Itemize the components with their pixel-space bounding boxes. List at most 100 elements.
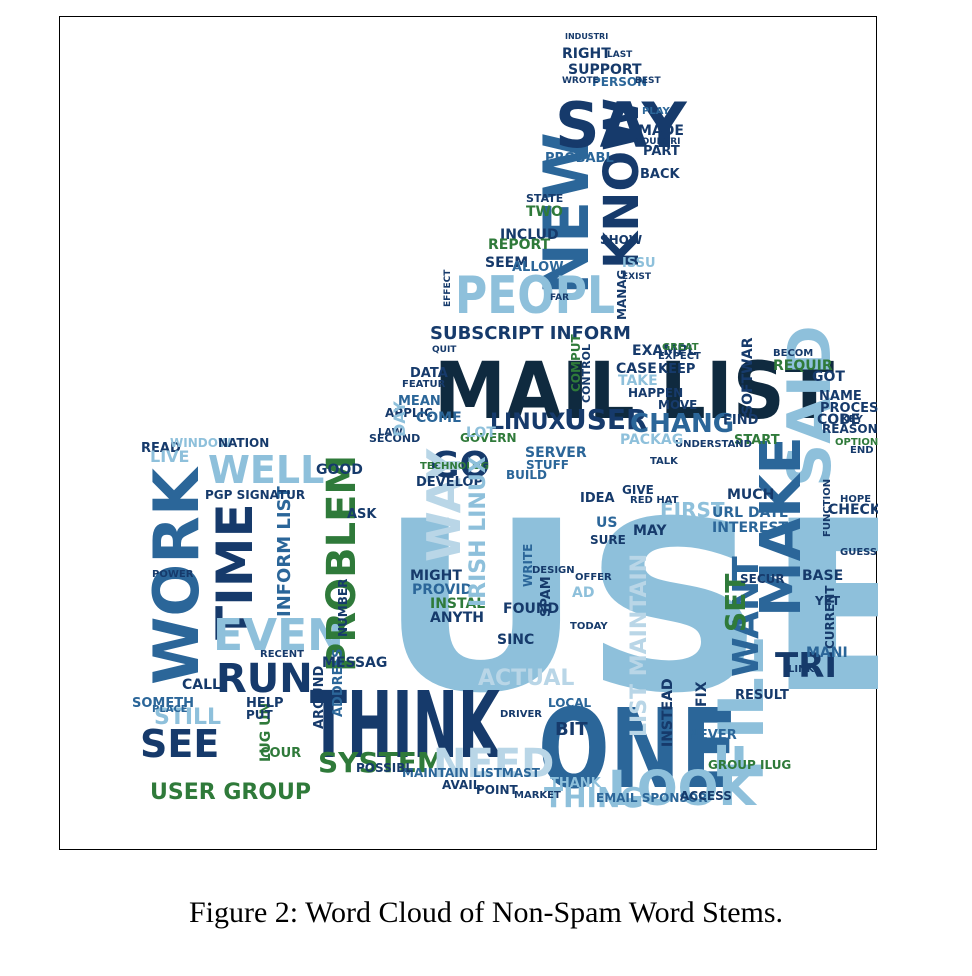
word-fix: FIX <box>694 681 710 707</box>
word-instal: INSTAL <box>430 596 485 612</box>
word-new: NEW <box>530 132 603 295</box>
word-live: LIVE <box>150 447 189 466</box>
word-show: SHOW <box>600 233 642 247</box>
word-control: CONTROL <box>580 344 593 403</box>
word-driver: DRIVER <box>500 709 542 720</box>
word-much: MUCH <box>727 487 774 503</box>
word-window: WINDOW <box>170 436 231 450</box>
word-made: MADE <box>638 123 684 139</box>
word-start: START <box>734 433 780 448</box>
word-look: LOOK <box>608 761 757 817</box>
word-technolog: TECHNOLOG <box>420 461 489 472</box>
word-part: PART <box>643 144 680 159</box>
word-state: STATE <box>526 192 563 205</box>
word-problem: PROBLEM <box>319 455 365 672</box>
word-bit: BIT <box>555 719 588 740</box>
word-mean: MEAN <box>398 394 441 409</box>
word-even: EVEN <box>213 610 344 661</box>
word-industri: INDUSTRI <box>565 32 608 41</box>
word-happen: HAPPEN <box>628 386 683 400</box>
word-law: LAW <box>378 427 403 438</box>
word-sinc: SINC <box>497 632 534 648</box>
word-mail-list: MAIL LIST <box>434 347 834 437</box>
word-system: SYSTEM <box>318 746 445 779</box>
word-seem: SEEM <box>485 255 528 271</box>
word-option: OPTION <box>835 437 878 448</box>
word-ask: ASK <box>347 507 377 522</box>
word-call: CALL <box>182 677 221 693</box>
word-function: FUNCTION <box>822 479 833 537</box>
word-becom: BECOM <box>773 348 813 359</box>
word-allow: ALLOW <box>512 260 564 275</box>
word-guess: GUESS <box>840 547 877 558</box>
word-today: TODAY <box>570 621 608 632</box>
word-make: MAKE <box>749 436 814 617</box>
word-avail: AVAIL <box>442 778 481 792</box>
word-right: RIGHT <box>562 46 611 62</box>
word-anyth: ANYTH <box>430 610 484 626</box>
word-found: FOUND <box>503 601 559 617</box>
word-use: USE <box>378 472 878 745</box>
word-talk: TALK <box>650 456 679 467</box>
word-base: BASE <box>802 568 843 584</box>
word-spam: SPAM <box>539 576 554 617</box>
figure-caption: Figure 2: Word Cloud of Non-Spam Word St… <box>188 896 784 929</box>
word-good: GOOD <box>316 462 363 478</box>
word-first: FIRST <box>660 498 725 522</box>
word-actual: ACTUAL <box>478 666 574 691</box>
word-reason: REASON <box>822 422 878 436</box>
word-move: MOVE <box>658 398 697 412</box>
word-name: NAME <box>819 389 862 404</box>
word-featur: FEATUR <box>402 379 446 390</box>
word-list-maintain: LIST MAINTAIN <box>627 554 652 737</box>
word-idea: IDEA <box>580 491 615 506</box>
word-exist: EXIST <box>622 272 652 282</box>
word-quit: QUIT <box>432 345 457 355</box>
word-best: BEST <box>635 76 661 86</box>
word-user: USER <box>564 403 648 436</box>
word-play: PLAY <box>642 106 670 117</box>
word-put: PUT <box>246 708 274 722</box>
word-may: MAY <box>633 523 667 539</box>
word-said: SAID <box>775 325 845 487</box>
word-possibl: POSSIBL <box>356 761 413 775</box>
word-keep: KEEP <box>658 362 695 377</box>
word-user-group: USER GROUP <box>150 780 311 805</box>
word-wrote: WROTE <box>562 76 599 86</box>
word-hope: HOPE <box>840 494 871 505</box>
word-linux: LINUX <box>490 410 565 435</box>
word-power: POWER <box>152 569 194 580</box>
word-build: BUILD <box>506 468 547 482</box>
word-thank: THANK <box>550 776 602 791</box>
word-still: STILL <box>154 705 221 730</box>
word-url-date: URL DATE <box>712 505 788 521</box>
word-number: NUMBER <box>336 579 350 637</box>
word-govern: GOVERN <box>460 431 517 445</box>
word-work: WORK <box>140 466 213 685</box>
word-far: FAR <box>550 293 569 303</box>
word-packag: PACKAG <box>620 432 683 448</box>
word-result: RESULT <box>735 688 789 703</box>
word-way: WAY <box>417 448 471 562</box>
word-might: MIGHT <box>410 568 462 584</box>
word-case: CASE <box>616 361 657 377</box>
word-report: REPORT <box>488 237 551 253</box>
word-person: PERSON <box>592 75 647 89</box>
word-write: WRITE <box>521 544 535 587</box>
word-time: TIME <box>206 503 264 640</box>
word-interest: INTEREST <box>712 520 788 536</box>
figure-frame: USE MAIL LIST ONE THINK NEW KNOW SAY PEOPL SAID M… <box>59 16 878 850</box>
word-group-ilug: GROUP ILUG <box>708 758 791 772</box>
word-maintain-listmast: MAINTAIN LISTMAST <box>402 766 541 780</box>
word-never: NEVER <box>688 728 737 743</box>
word-check: CHECK <box>828 502 878 518</box>
word-around: AROUND <box>312 665 327 729</box>
word-market: MARKET <box>514 790 561 801</box>
word-peopl: PEOPL <box>455 266 615 326</box>
word-link: LINK <box>788 664 815 675</box>
word-us: US <box>596 515 617 531</box>
word-manag: MANAG <box>615 270 629 320</box>
word-applic: APPLIC <box>385 406 433 420</box>
word-day: DAY <box>390 401 409 437</box>
